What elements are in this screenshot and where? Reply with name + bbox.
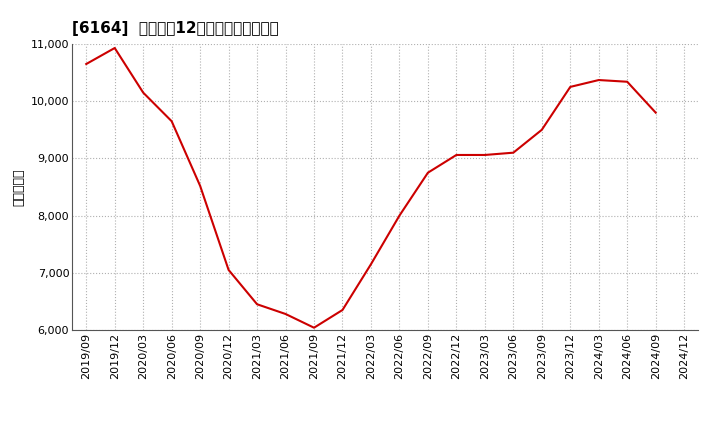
Text: [6164]  売上高の12か月移動合計の推移: [6164] 売上高の12か月移動合計の推移 — [72, 21, 279, 36]
Y-axis label: （百万円）: （百万円） — [12, 168, 25, 206]
